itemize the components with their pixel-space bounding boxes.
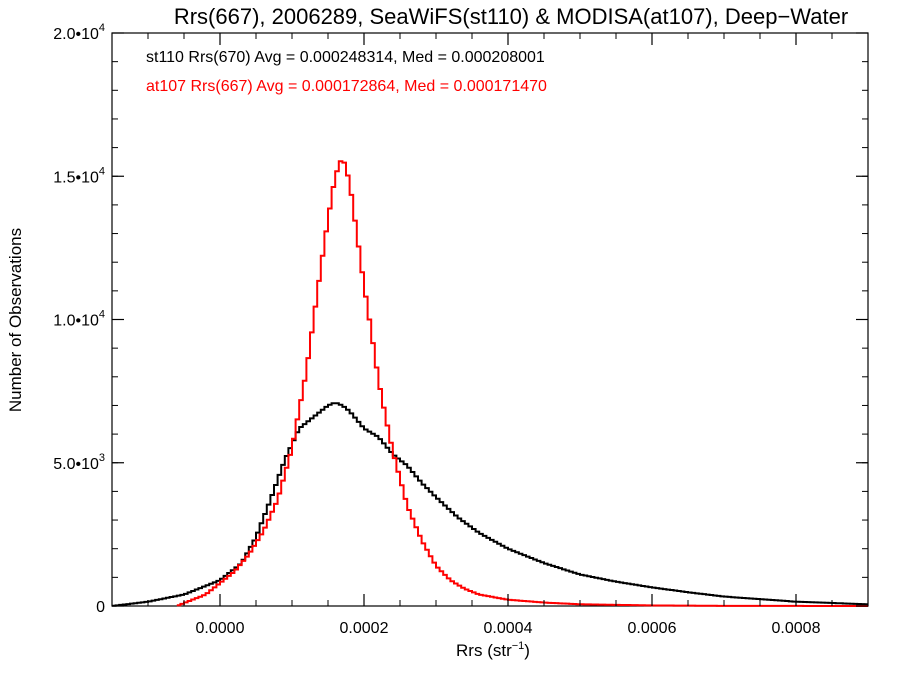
x-axis-label-superscript: −1: [512, 640, 525, 652]
x-tick-label: 0.0006: [628, 620, 677, 637]
x-axis-label-end: ): [524, 641, 530, 660]
y-tick-label-mantissa: 2.0•10: [53, 26, 99, 43]
x-axis-label-base: Rrs (str: [456, 641, 512, 660]
y-tick-label: 1.5•104: [53, 165, 105, 186]
legend-entry-at107: at107 Rrs(667) Avg = 0.000172864, Med = …: [146, 78, 547, 95]
x-tick-label: 0.0004: [484, 620, 533, 637]
y-tick-label-mantissa: 0: [96, 599, 105, 616]
series-line-1: [176, 160, 868, 607]
y-tick-label-mantissa: 5.0•10: [53, 456, 99, 473]
plot-frame: [111, 32, 869, 607]
y-axis-label: Number of Observations: [6, 228, 25, 412]
y-tick-label: 1.0•104: [53, 309, 105, 330]
y-tick-label-mantissa: 1.5•10: [53, 169, 99, 186]
y-tick-label-exponent: 4: [99, 22, 105, 34]
y-tick-label: 0: [96, 599, 105, 616]
x-axis-label: Rrs (str−1): [456, 640, 530, 660]
x-tick-label: 0.0002: [340, 620, 389, 637]
y-tick-label-exponent: 4: [99, 165, 105, 177]
chart-title: Rrs(667), 2006289, SeaWiFS(st110) & MODI…: [174, 4, 848, 29]
y-tick-label-exponent: 3: [99, 452, 105, 464]
x-tick-label: 0.0000: [196, 620, 245, 637]
y-tick-label-mantissa: 1.0•10: [53, 313, 99, 330]
y-tick-label: 5.0•103: [53, 452, 105, 473]
y-tick-label: 2.0•104: [53, 22, 105, 43]
series-line-0: [112, 402, 868, 607]
legend-entry-st110: st110 Rrs(670) Avg = 0.000248314, Med = …: [146, 49, 545, 66]
x-tick-label: 0.0008: [772, 620, 821, 637]
y-tick-label-exponent: 4: [99, 309, 105, 321]
